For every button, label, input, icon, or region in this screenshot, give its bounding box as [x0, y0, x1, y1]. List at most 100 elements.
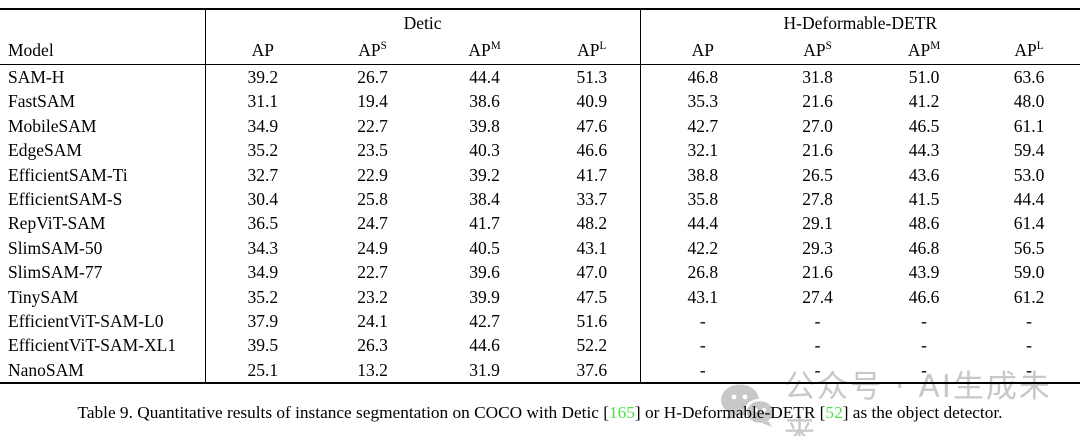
detic-value: 37.9: [204, 309, 320, 334]
watermark: 公众号 · AI生成未来: [720, 361, 1080, 436]
hdetr-value: -: [921, 311, 927, 332]
detic-value: 34.3: [204, 235, 320, 261]
hdetr-value: -: [639, 357, 766, 384]
caption-text: Table 9. Quantitative results of instanc…: [77, 403, 609, 422]
hdetr-value: 32.1: [639, 138, 766, 163]
detic-value: 38.6: [469, 91, 500, 112]
hdetr-value: 48.0: [1013, 91, 1045, 112]
hdetr-value: 43.9: [908, 262, 940, 283]
group-header-detic: Detic: [204, 9, 641, 37]
hdetr-value: -: [1026, 335, 1032, 356]
hdetr-value: 41.2: [908, 91, 940, 112]
detic-value: 47.0: [576, 262, 608, 283]
model-name: EfficientSAM-Ti: [8, 164, 128, 185]
hdetr-value: 44.3: [908, 140, 940, 161]
caption-text: ] as the object detector.: [842, 403, 1003, 422]
hdetr-value: -: [1026, 359, 1032, 380]
model-name: FastSAM: [8, 91, 76, 112]
detic-value: 47.5: [576, 286, 608, 307]
detic-value: 48.2: [576, 213, 608, 234]
hdetr-value: -: [921, 359, 927, 380]
hdetr-value: 21.6: [802, 140, 833, 161]
detic-value: 52.2: [576, 335, 608, 356]
detic-value: 40.9: [576, 91, 608, 112]
detic-value: 36.5: [204, 211, 320, 236]
detic-value: 32.7: [204, 162, 320, 188]
detic-value: 44.4: [469, 67, 500, 87]
hdetr-value: 38.8: [639, 162, 766, 188]
hdetr-value: 53.0: [1013, 164, 1045, 185]
hdetr-value: 21.6: [802, 91, 833, 112]
hdetr-value: -: [921, 335, 927, 356]
hdetr-value: 26.5: [802, 164, 833, 185]
table-caption: Table 9. Quantitative results of instanc…: [0, 403, 1080, 423]
table-row: EfficientViT-SAM-L0 37.9 24.1 42.7 51.6 - - - -: [0, 309, 1080, 334]
hdetr-value: 41.5: [908, 189, 940, 210]
detic-value: 34.9: [204, 260, 320, 285]
hdetr-value: 51.0: [908, 67, 940, 87]
hdetr-value: 59.4: [1013, 140, 1045, 161]
column-header-hdetr-ap-m: APM: [870, 37, 979, 65]
column-header-hdetr-ap-s: APS: [765, 37, 871, 65]
hdetr-value: 35.3: [639, 89, 766, 114]
hdetr-value: 48.6: [908, 213, 940, 234]
hdetr-value: 27.0: [802, 115, 833, 136]
group-header-blank: [0, 9, 205, 37]
detic-value: 24.1: [357, 311, 388, 332]
detic-value: 40.5: [469, 237, 500, 258]
detic-value: 35.2: [204, 284, 320, 310]
table-row: EfficientSAM-S 30.4 25.8 38.4 33.7 35.8 27.8 41…: [0, 187, 1080, 212]
detic-value: 39.5: [204, 333, 320, 358]
wechat-icon: [720, 383, 776, 429]
detic-value: 26.3: [357, 335, 388, 356]
detic-value: 25.1: [204, 357, 320, 384]
watermark-text: 公众号 · AI生成未来: [784, 369, 1052, 436]
hdetr-value: -: [814, 311, 821, 332]
detic-value: 31.1: [204, 89, 320, 114]
model-name: MobileSAM: [8, 115, 97, 136]
column-header-hdetr-ap-l: APL: [978, 37, 1080, 65]
hdetr-value: 43.1: [639, 284, 766, 310]
hdetr-value: -: [814, 335, 821, 356]
model-name: RepViT-SAM: [8, 213, 106, 234]
detic-value: 39.9: [469, 286, 500, 307]
citation-number: 165: [609, 403, 635, 422]
detic-value: 51.6: [576, 311, 608, 332]
hdetr-value: 26.8: [639, 260, 766, 285]
detic-value: 51.3: [576, 67, 608, 87]
table-row: EdgeSAM 35.2 23.5 40.3 46.6 32.1 21.6 44.3 59.4: [0, 138, 1080, 163]
detic-value: 34.9: [204, 113, 320, 139]
model-name: EfficientViT-SAM-XL1: [8, 335, 177, 356]
detic-value: 46.6: [576, 140, 608, 161]
hdetr-value: 46.8: [908, 237, 940, 258]
results-table: Detic H-Deformable-DETR Model AP APS APM AP…: [0, 8, 1080, 385]
model-name: EdgeSAM: [8, 140, 82, 161]
detic-value: 39.6: [469, 262, 500, 283]
detic-value: 47.6: [576, 115, 608, 136]
hdetr-value: 29.1: [802, 213, 833, 234]
detic-value: 41.7: [469, 213, 500, 234]
model-name: SAM-H: [8, 67, 65, 87]
hdetr-value: 44.4: [1013, 189, 1045, 210]
detic-value: 41.7: [576, 164, 608, 185]
table-row: SAM-H 39.2 26.7 44.4 51.3 46.8 31.8 51.0 63.6: [0, 64, 1080, 90]
hdetr-value: 31.8: [802, 67, 833, 87]
model-name: EfficientViT-SAM-L0: [8, 311, 164, 332]
hdetr-value: 27.4: [802, 286, 833, 307]
hdetr-value: 46.6: [908, 286, 940, 307]
detic-value: 39.8: [469, 115, 500, 136]
group-header-h-deformable-detr: H-Deformable-DETR: [639, 9, 1080, 37]
model-name: NanoSAM: [8, 359, 84, 380]
detic-value: 26.7: [357, 67, 388, 87]
model-name: SlimSAM-77: [8, 262, 103, 283]
hdetr-value: 59.0: [1013, 262, 1045, 283]
hdetr-value: 29.3: [802, 237, 833, 258]
table-row: MobileSAM 34.9 22.7 39.8 47.6 42.7 27.0 46.5 61.…: [0, 113, 1080, 139]
column-header-hdetr-ap: AP: [639, 37, 766, 65]
detic-value: 24.7: [357, 213, 388, 234]
detic-value: 42.7: [469, 311, 500, 332]
detic-value: 22.9: [357, 164, 388, 185]
model-name: SlimSAM-50: [8, 237, 103, 258]
table-row: TinySAM 35.2 23.2 39.9 47.5 43.1 27.4 46.6 61.2: [0, 284, 1080, 310]
